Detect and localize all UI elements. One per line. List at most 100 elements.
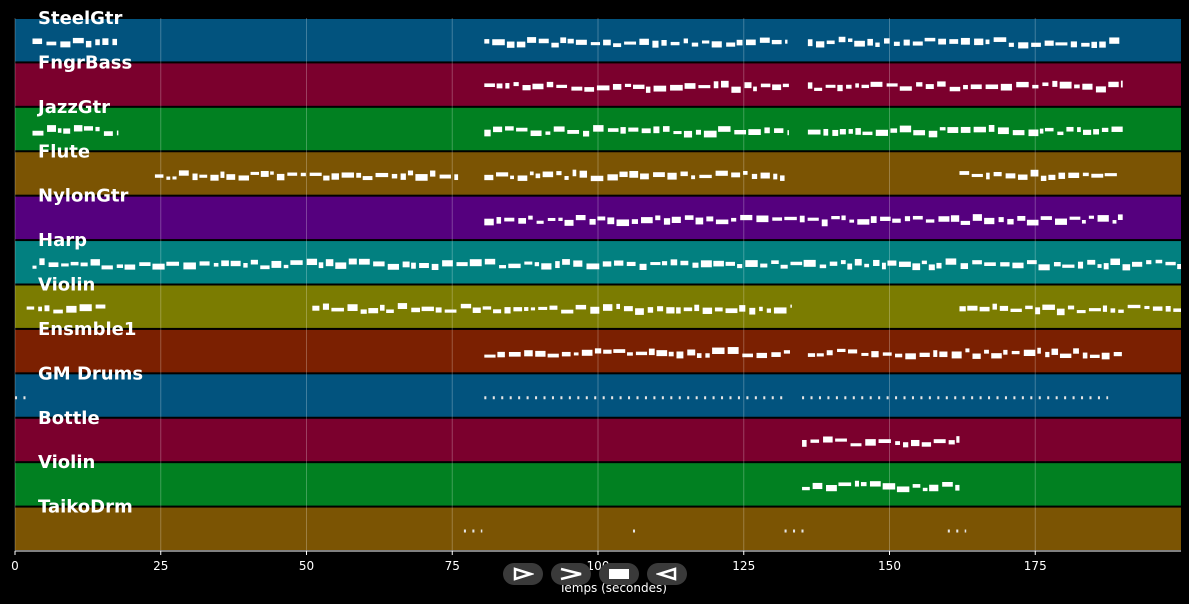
note <box>1165 261 1176 266</box>
note <box>818 396 821 400</box>
stop-button[interactable] <box>599 563 639 585</box>
note <box>560 396 563 400</box>
note <box>826 485 837 492</box>
note <box>1062 264 1075 268</box>
note <box>1038 396 1041 400</box>
note <box>731 172 741 178</box>
note <box>593 125 604 132</box>
note <box>496 83 503 89</box>
note <box>928 396 931 400</box>
note <box>1059 81 1072 89</box>
note <box>1037 347 1041 354</box>
note <box>753 86 757 92</box>
note <box>939 127 946 131</box>
play-button[interactable] <box>503 563 543 585</box>
note <box>300 172 306 177</box>
note <box>1045 351 1050 358</box>
note <box>1088 215 1094 219</box>
note <box>780 264 788 269</box>
note <box>864 263 870 268</box>
note <box>484 396 487 400</box>
note <box>1064 396 1067 400</box>
note <box>411 262 416 269</box>
note <box>947 127 959 133</box>
note <box>497 351 505 358</box>
note <box>884 38 890 44</box>
note <box>1000 83 1012 91</box>
play-icon <box>513 567 534 581</box>
note <box>772 217 783 221</box>
note <box>620 127 626 134</box>
note <box>807 217 819 221</box>
note <box>547 353 559 358</box>
note <box>102 38 109 45</box>
track-label: Bottle <box>38 408 100 429</box>
note <box>387 263 399 270</box>
note <box>671 216 681 223</box>
note <box>556 171 562 176</box>
note <box>702 307 713 314</box>
note <box>929 484 939 492</box>
note <box>647 307 654 313</box>
note <box>493 126 503 133</box>
note <box>430 170 436 177</box>
note <box>763 396 766 400</box>
note <box>83 126 94 131</box>
note <box>1173 308 1181 312</box>
note <box>948 440 955 445</box>
note <box>886 83 898 87</box>
note <box>375 172 389 178</box>
note <box>1028 129 1039 137</box>
x-axis-label: Temps (secondes) <box>558 581 667 595</box>
note <box>584 87 595 92</box>
note <box>829 261 838 266</box>
note <box>1000 262 1010 267</box>
note <box>1097 264 1102 268</box>
note <box>727 347 739 354</box>
note <box>1048 174 1056 181</box>
note <box>936 262 942 269</box>
note <box>687 396 690 400</box>
note <box>641 128 651 134</box>
note <box>712 396 715 400</box>
note <box>276 173 285 181</box>
note <box>826 40 835 45</box>
note <box>756 352 768 359</box>
note <box>627 352 633 356</box>
note <box>506 41 515 48</box>
note <box>1089 354 1100 358</box>
note <box>773 307 787 314</box>
note <box>869 396 872 400</box>
rewind-button[interactable] <box>647 563 687 585</box>
note <box>771 396 774 400</box>
note <box>903 39 910 46</box>
note <box>1008 42 1014 47</box>
note <box>472 529 475 533</box>
note <box>221 260 229 267</box>
note <box>852 396 855 400</box>
note <box>963 84 968 90</box>
note <box>199 261 210 266</box>
note <box>619 171 628 178</box>
note <box>287 172 298 176</box>
note <box>742 353 753 358</box>
note <box>538 38 549 44</box>
note <box>603 349 612 354</box>
note <box>553 126 565 132</box>
note <box>626 261 636 267</box>
note <box>555 261 560 269</box>
note <box>48 262 59 268</box>
note <box>999 305 1009 311</box>
note <box>1051 348 1059 355</box>
note <box>260 170 269 177</box>
forward-button[interactable] <box>551 563 591 585</box>
note <box>611 396 614 400</box>
note <box>619 396 622 400</box>
note <box>360 309 367 314</box>
note <box>886 396 889 400</box>
note <box>1012 262 1024 269</box>
note <box>706 216 714 222</box>
note <box>1044 127 1054 132</box>
note <box>744 82 752 89</box>
note <box>673 131 682 135</box>
